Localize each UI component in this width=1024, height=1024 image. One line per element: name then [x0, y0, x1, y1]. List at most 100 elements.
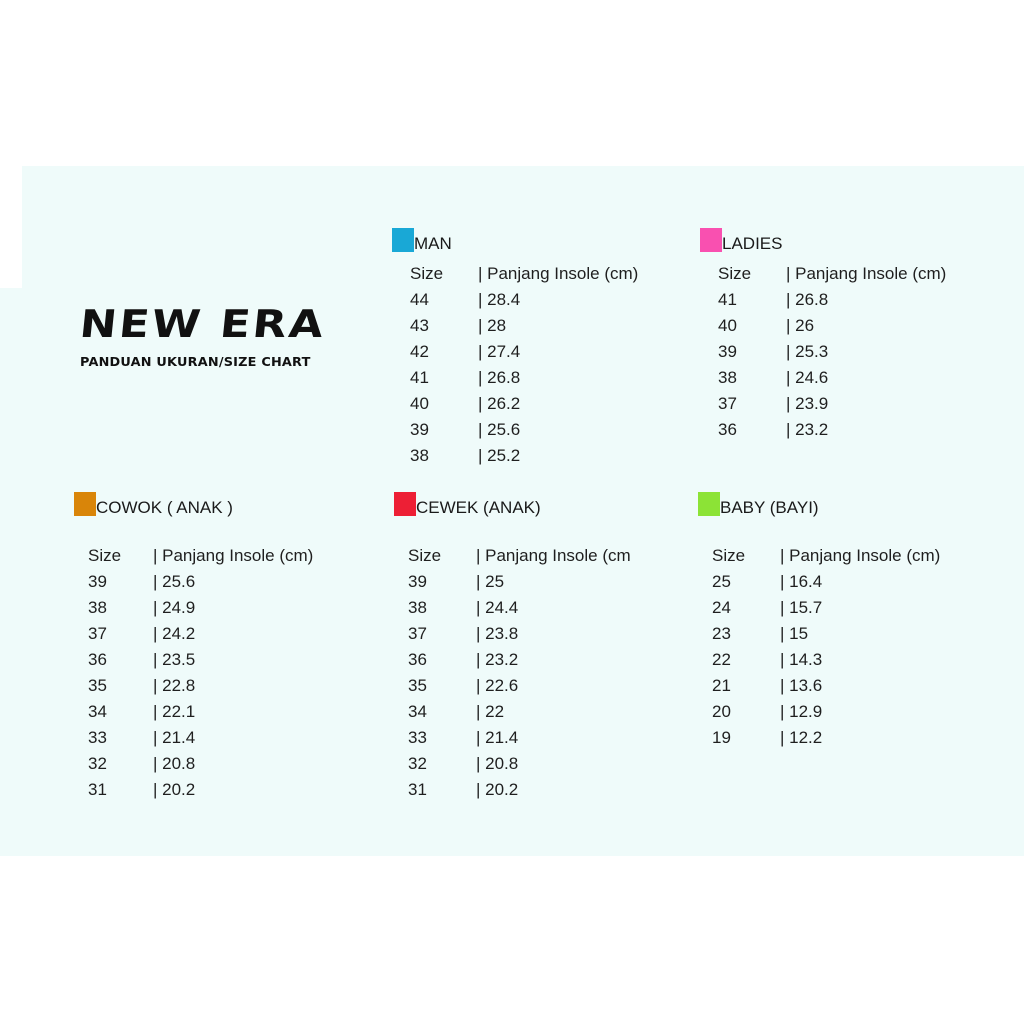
cell-size: 38	[410, 446, 429, 465]
cell-insole: | 24.4	[476, 598, 519, 617]
cell-size: 33	[408, 728, 427, 747]
cell-insole: | Panjang Insole (cm)	[786, 264, 947, 283]
column-header-row: Size | Panjang Insole (cm)	[410, 264, 638, 290]
table-row: 23 | 15	[712, 624, 940, 650]
table-row: 40 | 26	[718, 316, 946, 342]
table-row: 32 | 20.8	[88, 754, 313, 780]
cell-size: 34	[408, 702, 427, 721]
cell-insole: | 15	[780, 624, 809, 643]
cell-size: 19	[712, 728, 731, 747]
table-row: 21 | 13.6	[712, 676, 940, 702]
cell-size: Size	[408, 546, 442, 565]
group-title-man: MAN	[414, 234, 452, 253]
cell-insole: | 25.3	[786, 342, 829, 361]
cell-insole: | Panjang Insole (cm)	[153, 546, 314, 565]
cell-insole: | 21.4	[153, 728, 196, 747]
column-header-row: Size | Panjang Insole (cm)	[88, 546, 313, 572]
table-row: 39 | 25.3	[718, 342, 946, 368]
table-row: 35 | 22.8	[88, 676, 313, 702]
cell-insole: | 26.8	[478, 368, 521, 387]
group-title-ladies: LADIES	[722, 234, 783, 253]
table-row: 37 | 23.8	[408, 624, 631, 650]
column-header-row: Size | Panjang Insole (cm)	[712, 546, 940, 572]
cell-size: 37	[408, 624, 427, 643]
cell-size: 38	[408, 598, 427, 617]
cell-size: 39	[408, 572, 427, 591]
cell-size: 39	[410, 420, 429, 439]
table-row: 37 | 24.2	[88, 624, 313, 650]
cell-insole: | 22.8	[153, 676, 196, 695]
brand-wordmark: NEW ERA	[77, 302, 328, 346]
cell-size: 41	[410, 368, 429, 387]
table-row: 35 | 22.6	[408, 676, 631, 702]
table-row: 38 | 25.2	[410, 446, 638, 472]
cell-insole: | 12.2	[780, 728, 823, 747]
cell-insole: | 14.3	[780, 650, 823, 669]
cell-size: 36	[718, 420, 737, 439]
cell-size: 44	[410, 290, 429, 309]
background-white-notch	[0, 166, 22, 288]
size-table-rows-man: Size | Panjang Insole (cm) 44 | 28.4 43 | 28 4…	[410, 264, 638, 472]
cell-size: 42	[410, 342, 429, 361]
cell-insole: | 24.6	[786, 368, 829, 387]
cell-insole: | 26.2	[478, 394, 521, 413]
table-row: 38 | 24.6	[718, 368, 946, 394]
cewek-color-swatch	[394, 492, 416, 516]
cell-size: 38	[718, 368, 737, 387]
cell-insole: | 26	[786, 316, 815, 335]
table-row: 36 | 23.5	[88, 650, 313, 676]
cell-insole: | 20.2	[153, 780, 196, 799]
cell-size: 22	[712, 650, 731, 669]
ladies-color-swatch	[700, 228, 722, 252]
cell-insole: | 24.2	[153, 624, 196, 643]
size-table-rows-baby: Size | Panjang Insole (cm) 25 | 16.4 24 | 15.…	[712, 546, 940, 754]
cell-size: 37	[718, 394, 737, 413]
cell-insole: | 22.6	[476, 676, 519, 695]
cell-insole: | Panjang Insole (cm	[476, 546, 631, 565]
cell-size: 35	[88, 676, 107, 695]
cell-size: 37	[88, 624, 107, 643]
cell-insole: | 23.9	[786, 394, 829, 413]
cowok-color-swatch	[74, 492, 96, 516]
table-row: 41 | 26.8	[410, 368, 638, 394]
cell-size: 32	[408, 754, 427, 773]
cell-size: 39	[718, 342, 737, 361]
table-row: 24 | 15.7	[712, 598, 940, 624]
cell-insole: | Panjang Insole (cm)	[478, 264, 639, 283]
cell-size: 24	[712, 598, 731, 617]
cell-size: 33	[88, 728, 107, 747]
cell-insole: | 23.2	[786, 420, 829, 439]
cell-insole: | 28	[478, 316, 507, 335]
cell-size: 43	[410, 316, 429, 335]
cell-insole: | 27.4	[478, 342, 521, 361]
cell-size: 21	[712, 676, 731, 695]
table-row: 20 | 12.9	[712, 702, 940, 728]
table-row: 34 | 22.1	[88, 702, 313, 728]
table-row: 37 | 23.9	[718, 394, 946, 420]
cell-insole: | 25	[476, 572, 505, 591]
column-header-row: Size | Panjang Insole (cm)	[718, 264, 946, 290]
table-row: 39 | 25.6	[410, 420, 638, 446]
size-table-rows-cewek: Size | Panjang Insole (cm 39 | 25 38 | 24.4 37…	[408, 546, 631, 806]
cell-insole: | 26.8	[786, 290, 829, 309]
cell-insole: | 25.2	[478, 446, 521, 465]
cell-insole: | 12.9	[780, 702, 823, 721]
size-table-rows-cowok: Size | Panjang Insole (cm) 39 | 25.6 38 | 24.…	[88, 546, 313, 806]
cell-size: 20	[712, 702, 731, 721]
cell-size: 32	[88, 754, 107, 773]
table-row: 22 | 14.3	[712, 650, 940, 676]
cell-size: Size	[718, 264, 752, 283]
cell-size: Size	[410, 264, 444, 283]
table-row: 31 | 20.2	[408, 780, 631, 806]
table-row: 33 | 21.4	[88, 728, 313, 754]
group-title-baby: BABY (BAYI)	[720, 498, 819, 517]
cell-size: 36	[408, 650, 427, 669]
table-row: 38 | 24.4	[408, 598, 631, 624]
tinted-background-panel	[0, 166, 1024, 856]
cell-size: Size	[88, 546, 122, 565]
table-row: 19 | 12.2	[712, 728, 940, 754]
table-row: 42 | 27.4	[410, 342, 638, 368]
cell-size: 40	[718, 316, 737, 335]
cell-insole: | 23.2	[476, 650, 519, 669]
